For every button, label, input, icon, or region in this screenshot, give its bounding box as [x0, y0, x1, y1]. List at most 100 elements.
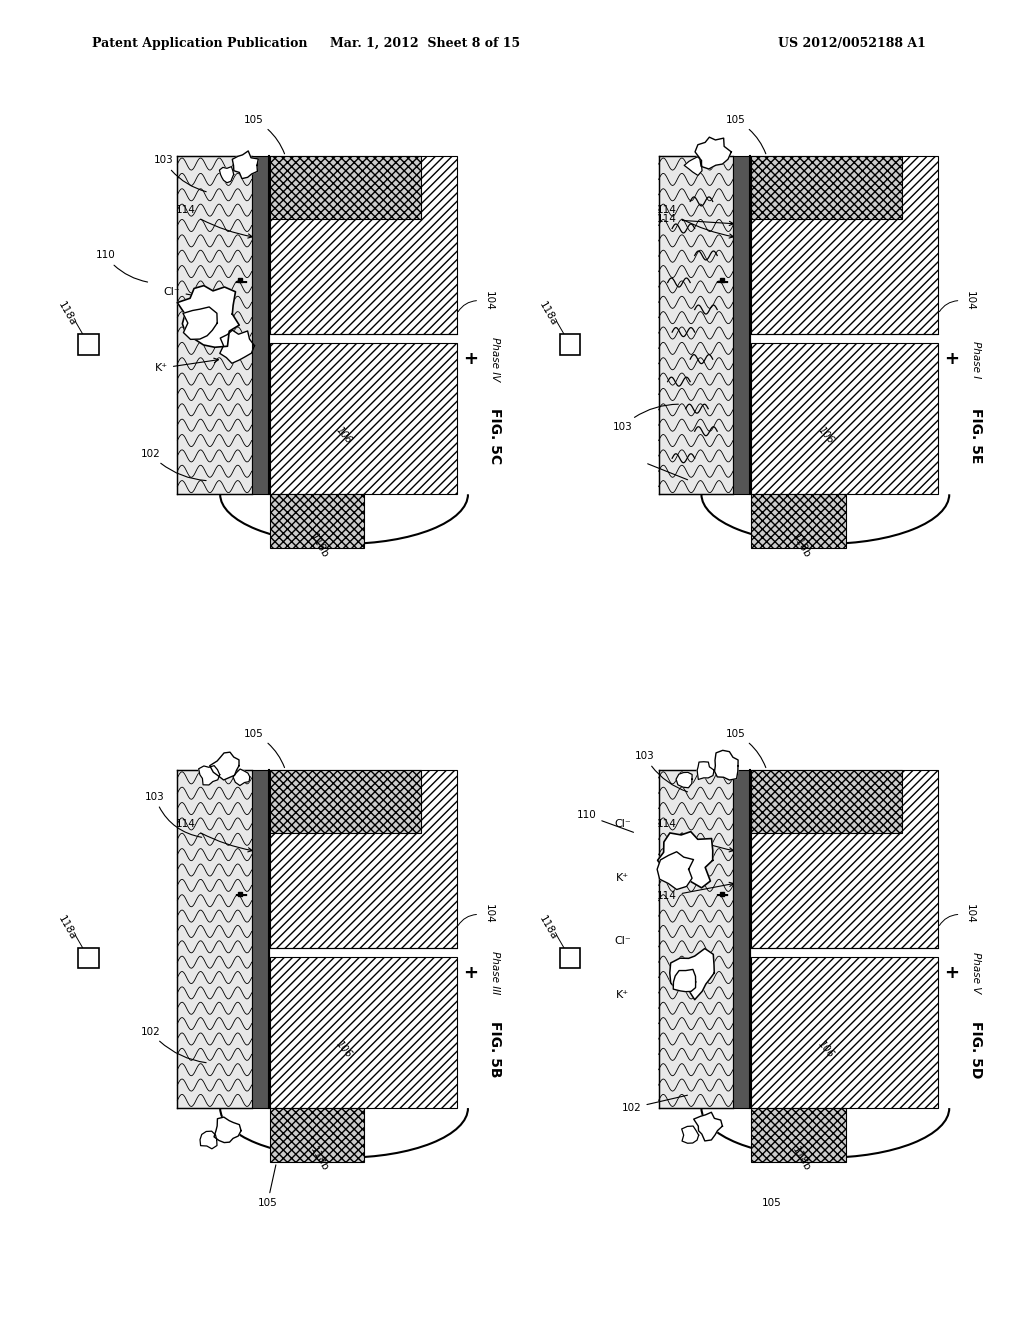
Bar: [269, 156, 421, 219]
Polygon shape: [219, 166, 233, 182]
Text: 118a: 118a: [538, 300, 559, 327]
Text: Phase IV: Phase IV: [490, 337, 500, 381]
Bar: [252, 770, 269, 1107]
Text: 105: 105: [244, 115, 285, 153]
Bar: [751, 957, 938, 1107]
Text: 103: 103: [145, 792, 202, 837]
Bar: [269, 1107, 365, 1162]
Text: −: −: [232, 273, 248, 292]
Text: 118b: 118b: [308, 532, 330, 560]
Text: 106: 106: [334, 1039, 354, 1060]
Polygon shape: [695, 137, 731, 169]
Bar: [751, 156, 902, 219]
Polygon shape: [670, 949, 715, 999]
Text: 114: 114: [656, 206, 733, 238]
Text: 114: 114: [656, 214, 733, 226]
Polygon shape: [657, 832, 713, 888]
Text: FIG. 5E: FIG. 5E: [970, 408, 983, 463]
Text: 118b: 118b: [790, 532, 811, 560]
Bar: [177, 770, 252, 1107]
Text: +: +: [944, 350, 959, 368]
Text: K⁺: K⁺: [616, 874, 629, 883]
Text: 104: 104: [483, 904, 494, 924]
Text: Patent Application Publication: Patent Application Publication: [92, 37, 307, 50]
Bar: [751, 1107, 846, 1162]
Bar: [269, 770, 457, 948]
Polygon shape: [693, 1113, 722, 1140]
Polygon shape: [715, 750, 738, 780]
Bar: [733, 770, 751, 1107]
Text: 110: 110: [95, 251, 147, 282]
Text: 103: 103: [635, 751, 687, 792]
Text: Phase III: Phase III: [490, 952, 500, 994]
Text: 118a: 118a: [56, 300, 78, 327]
Bar: [751, 343, 938, 494]
Bar: [751, 770, 938, 948]
Text: 103: 103: [154, 156, 206, 191]
Bar: [733, 156, 751, 494]
Polygon shape: [673, 969, 695, 991]
Text: 103: 103: [612, 404, 678, 432]
Bar: [559, 948, 580, 969]
Text: −: −: [232, 887, 248, 906]
Text: 104: 104: [965, 290, 975, 310]
Text: 104: 104: [965, 904, 975, 924]
Text: +: +: [463, 964, 478, 982]
Bar: [559, 334, 580, 355]
Text: 110: 110: [577, 810, 634, 833]
Bar: [269, 494, 365, 548]
Text: Phase V: Phase V: [972, 952, 981, 994]
Text: 105: 105: [258, 1164, 278, 1208]
Polygon shape: [657, 851, 693, 890]
Text: 105: 105: [725, 115, 766, 153]
Text: 106: 106: [815, 425, 836, 446]
Text: 118a: 118a: [538, 913, 559, 941]
Text: 107: 107: [774, 186, 795, 207]
Text: 118a: 118a: [56, 913, 78, 941]
Text: −: −: [714, 273, 729, 292]
Polygon shape: [183, 308, 217, 339]
Polygon shape: [199, 766, 220, 785]
Bar: [658, 770, 733, 1107]
Polygon shape: [682, 1126, 698, 1143]
Bar: [78, 334, 98, 355]
Bar: [751, 494, 846, 548]
Text: 106: 106: [334, 425, 354, 446]
Bar: [269, 770, 421, 833]
Bar: [658, 156, 733, 494]
Polygon shape: [233, 770, 250, 785]
Text: 102: 102: [622, 1096, 687, 1113]
Polygon shape: [177, 285, 240, 347]
Bar: [252, 156, 269, 494]
Polygon shape: [214, 1117, 241, 1143]
Text: 114: 114: [175, 820, 252, 851]
Text: 118b: 118b: [790, 1146, 811, 1173]
Polygon shape: [697, 762, 714, 779]
Text: Cl⁻: Cl⁻: [614, 820, 631, 829]
Text: FIG. 5D: FIG. 5D: [970, 1020, 983, 1078]
Bar: [751, 156, 938, 334]
Text: Cl⁻: Cl⁻: [164, 286, 218, 301]
Text: +: +: [463, 350, 478, 368]
Text: K⁺: K⁺: [155, 358, 218, 374]
Bar: [177, 156, 252, 494]
Text: +: +: [944, 964, 959, 982]
Text: 102: 102: [140, 1027, 206, 1063]
Text: 105: 105: [762, 1199, 781, 1208]
Text: US 2012/0052188 A1: US 2012/0052188 A1: [778, 37, 926, 50]
Polygon shape: [210, 752, 239, 780]
Text: Cl⁻: Cl⁻: [614, 936, 631, 946]
Polygon shape: [200, 1131, 217, 1148]
Bar: [269, 343, 457, 494]
Text: 102: 102: [140, 449, 206, 480]
Text: 114: 114: [656, 882, 733, 902]
Text: 105: 105: [244, 729, 285, 767]
Polygon shape: [676, 772, 692, 788]
Bar: [269, 957, 457, 1107]
Polygon shape: [220, 330, 254, 363]
Bar: [269, 156, 457, 334]
Text: Mar. 1, 2012  Sheet 8 of 15: Mar. 1, 2012 Sheet 8 of 15: [330, 37, 520, 50]
Bar: [78, 948, 98, 969]
Text: 106: 106: [815, 1039, 836, 1060]
Text: 107: 107: [774, 800, 795, 821]
